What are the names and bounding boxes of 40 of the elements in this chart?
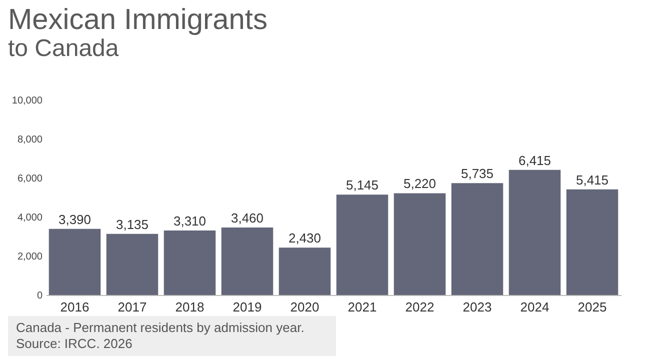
x-tick-label: 2023 <box>462 300 492 314</box>
x-tick-label: 2025 <box>578 300 607 314</box>
data-label: 3,460 <box>230 210 264 226</box>
bar <box>106 234 158 295</box>
data-label: 3,390 <box>58 212 92 227</box>
bar <box>336 194 388 295</box>
data-label: 5,415 <box>576 172 609 188</box>
bar <box>278 248 331 295</box>
data-label: 5,220 <box>403 176 436 192</box>
bar <box>451 183 504 295</box>
data-label: 6,415 <box>518 152 552 168</box>
data-label: 3,310 <box>173 213 206 228</box>
data-label: 3,135 <box>116 216 149 232</box>
x-tick-label: 2019 <box>232 300 262 314</box>
x-tick-label: 2020 <box>290 300 320 314</box>
x-tick-label: 2021 <box>348 300 377 314</box>
y-tick-label: 4,000 <box>17 212 43 224</box>
x-tick-label: 2022 <box>405 300 434 314</box>
source-note: Source: IRCC. 2026 <box>16 336 134 352</box>
bar <box>48 228 101 295</box>
chart-title: Mexican Immigrants <box>8 4 268 36</box>
bar <box>164 230 216 295</box>
text: Canada - Permanent residents by admission year. <box>16 320 306 336</box>
bar <box>566 189 618 295</box>
bar <box>221 228 274 295</box>
y-tick-label: 8,000 <box>17 134 43 146</box>
chart-subtitle: to Canada <box>8 35 120 62</box>
y-tick-label: 6,000 <box>17 174 43 184</box>
y-tick-label: 10,000 <box>12 96 43 106</box>
data-label: 2,430 <box>288 230 322 246</box>
bar <box>394 193 446 295</box>
x-tick-label: 2024 <box>520 300 550 314</box>
y-tick-label: 2,000 <box>17 252 43 262</box>
data-label: 5,145 <box>346 178 379 193</box>
bar <box>508 170 561 295</box>
x-tick-label: 2018 <box>175 300 204 314</box>
y-tick-label: 0 <box>36 290 43 302</box>
x-tick-label: 2017 <box>118 300 147 314</box>
data-label: 5,735 <box>460 166 494 182</box>
x-tick-label: 2016 <box>60 300 90 314</box>
